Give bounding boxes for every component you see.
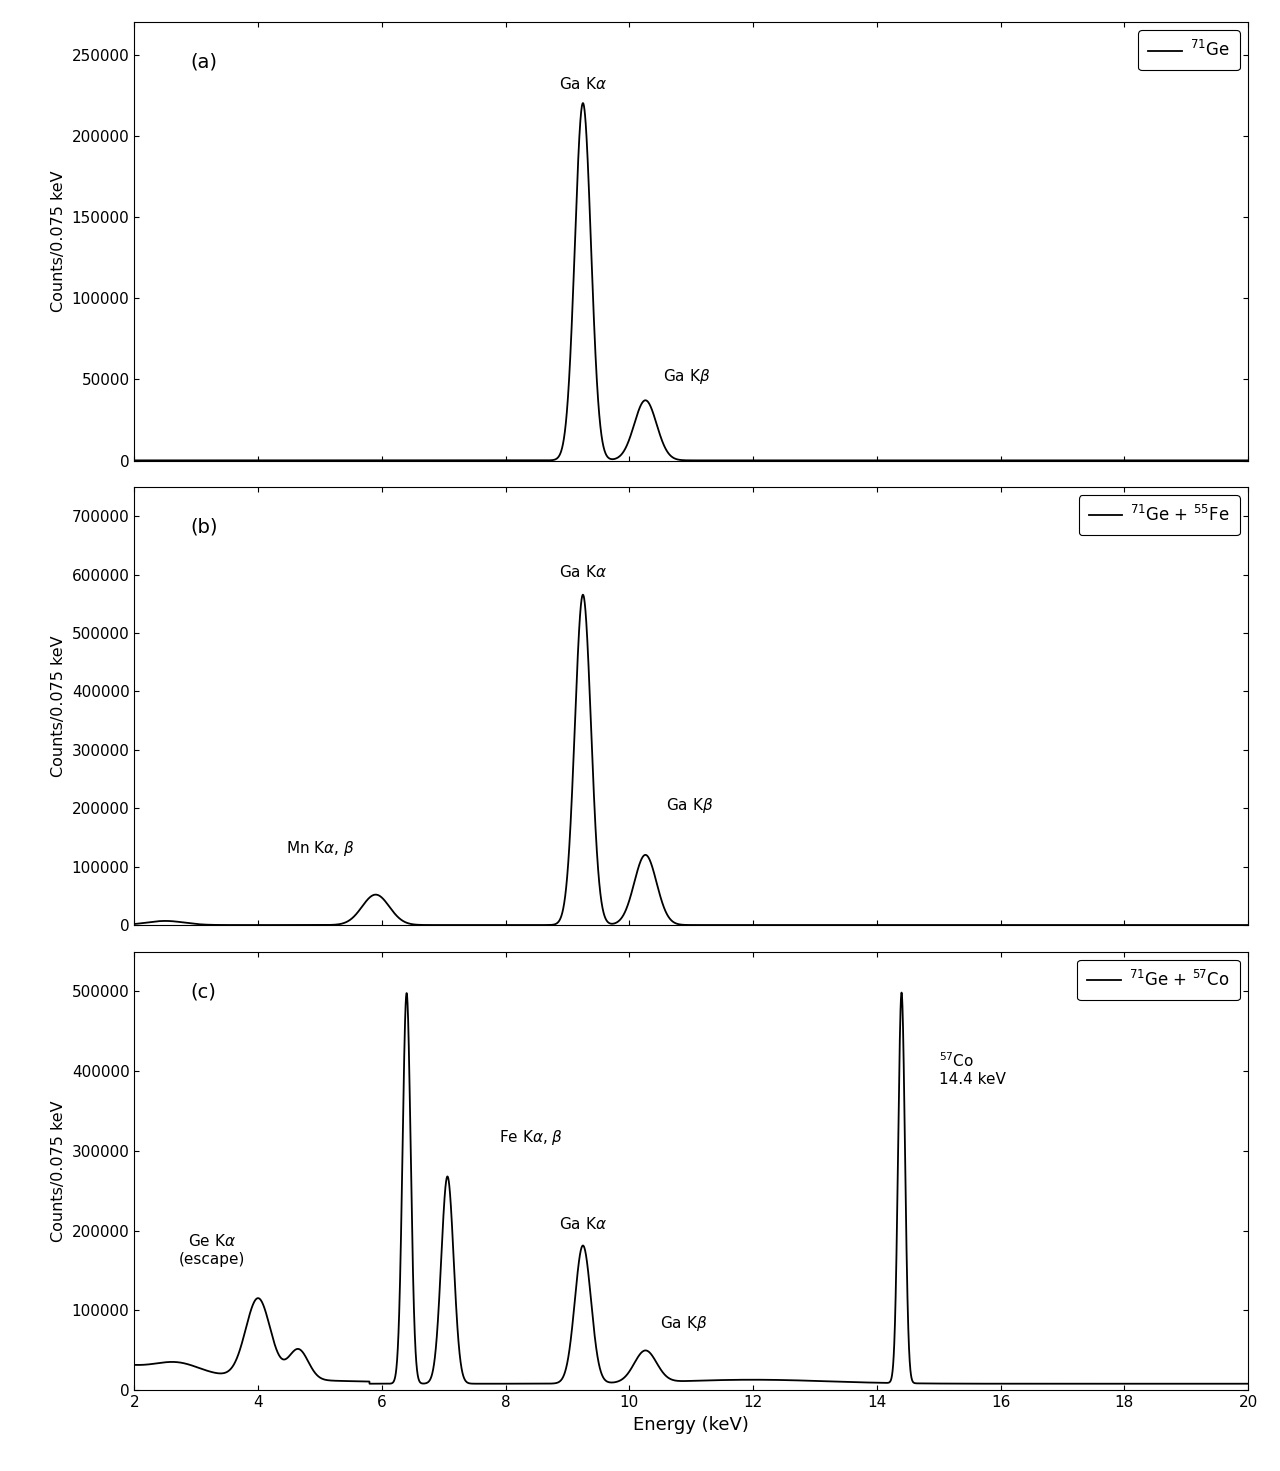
Text: Fe K$\alpha$, $\beta$: Fe K$\alpha$, $\beta$ xyxy=(499,1128,563,1147)
Legend: $^{71}$Ge + $^{57}$Co: $^{71}$Ge + $^{57}$Co xyxy=(1078,961,1239,1000)
Text: Ga K$\alpha$: Ga K$\alpha$ xyxy=(559,76,607,91)
Text: Ga K$\beta$: Ga K$\beta$ xyxy=(663,366,710,385)
Text: (a): (a) xyxy=(191,53,218,72)
Legend: $^{71}$Ge: $^{71}$Ge xyxy=(1138,31,1239,71)
Text: $^{57}$Co
14.4 keV: $^{57}$Co 14.4 keV xyxy=(938,1052,1006,1087)
Y-axis label: Counts/0.075 keV: Counts/0.075 keV xyxy=(51,1100,67,1242)
Text: Mn K$\alpha$, $\beta$: Mn K$\alpha$, $\beta$ xyxy=(285,838,355,858)
Text: Ge K$\alpha$
(escape): Ge K$\alpha$ (escape) xyxy=(178,1233,244,1267)
Legend: $^{71}$Ge + $^{55}$Fe: $^{71}$Ge + $^{55}$Fe xyxy=(1079,496,1239,535)
Text: Ga K$\beta$: Ga K$\beta$ xyxy=(667,796,714,815)
Y-axis label: Counts/0.075 keV: Counts/0.075 keV xyxy=(51,171,67,312)
Text: (c): (c) xyxy=(191,983,216,1002)
Text: Ga K$\alpha$: Ga K$\alpha$ xyxy=(559,565,607,581)
X-axis label: Energy (keV): Energy (keV) xyxy=(634,1415,749,1434)
Y-axis label: Counts/0.075 keV: Counts/0.075 keV xyxy=(51,635,67,777)
Text: Ga K$\alpha$: Ga K$\alpha$ xyxy=(559,1217,607,1233)
Text: Ga K$\beta$: Ga K$\beta$ xyxy=(660,1314,708,1333)
Text: (b): (b) xyxy=(191,518,218,537)
